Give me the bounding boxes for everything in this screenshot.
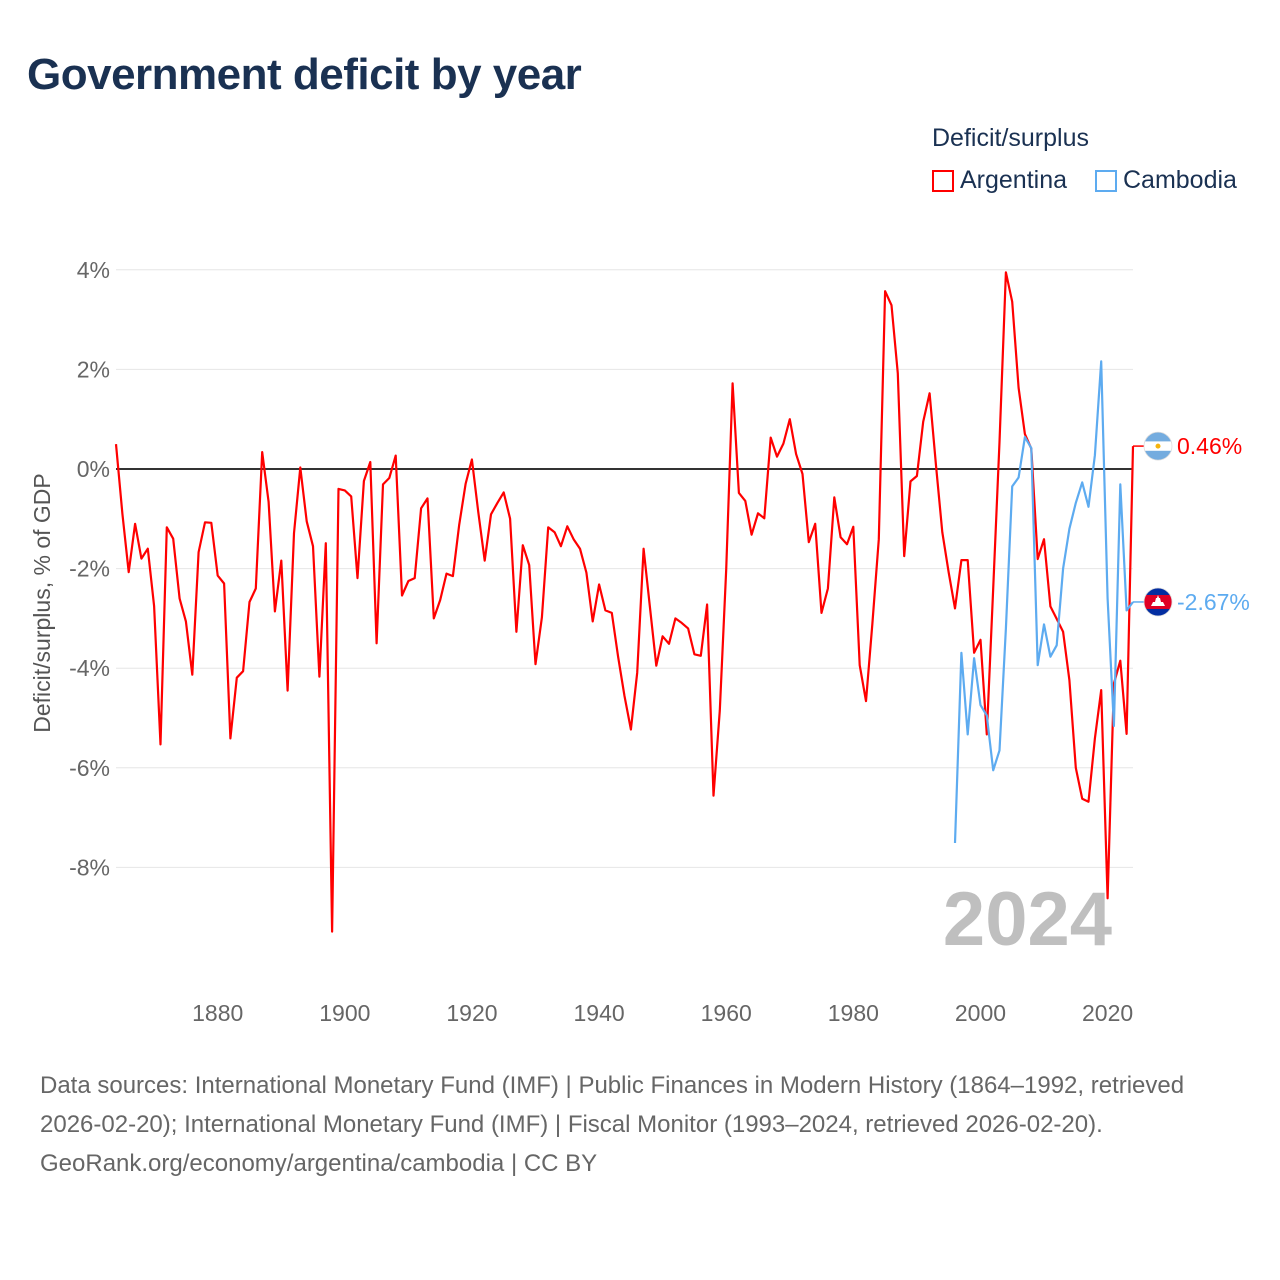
x-tick-label: 1960: [701, 1000, 752, 1026]
x-tick-label: 1880: [192, 1000, 243, 1026]
legend-label-cambodia: Cambodia: [1123, 166, 1237, 194]
legend-item-cambodia[interactable]: Cambodia: [1095, 166, 1237, 195]
x-tick-label: 1900: [319, 1000, 370, 1026]
legend-swatch-argentina: [932, 169, 954, 192]
line-chart: 4% 2% 0% -2% -4% -6% -8% 1880 1900 1920 1940 1960 1…: [29, 257, 1250, 1026]
x-tick-label: 1940: [573, 1000, 624, 1026]
legend-label-argentina: Argentina: [960, 166, 1068, 194]
legend-title: Deficit/surplus: [932, 124, 1089, 152]
x-tick-label: 2020: [1082, 1000, 1133, 1026]
series-line-argentina[interactable]: [114, 271, 1135, 933]
year-watermark: 2024: [943, 877, 1112, 962]
y-tick-label: 4%: [77, 257, 110, 283]
y-axis-title: Deficit/surplus, % of GDP: [29, 473, 55, 732]
legend-item-argentina[interactable]: Argentina: [932, 166, 1067, 195]
x-tick-label: 2000: [955, 1000, 1006, 1026]
credit-link[interactable]: GeoRank.org/economy/argentina/cambodia |…: [40, 1150, 598, 1177]
flag-argentina-icon: [1143, 431, 1173, 461]
y-tick-label: -6%: [69, 755, 110, 781]
chart-title: Government deficit by year: [27, 50, 582, 99]
footer: Data sources: International Monetary Fun…: [40, 1066, 1240, 1183]
end-label-argentina: 0.46%: [1177, 433, 1242, 459]
y-tick-label: 0%: [77, 456, 110, 482]
y-tick-label: -8%: [69, 854, 110, 880]
x-tick-label: 1980: [828, 1000, 879, 1026]
series-line-cambodia[interactable]: [953, 360, 1134, 844]
data-sources: Data sources: International Monetary Fun…: [40, 1072, 1185, 1138]
x-tick-label: 1920: [446, 1000, 497, 1026]
y-tick-label: -2%: [69, 556, 110, 582]
y-tick-label: 2%: [77, 356, 110, 382]
end-label-cambodia: -2.67%: [1177, 589, 1250, 615]
legend-swatch-cambodia: [1095, 169, 1117, 192]
flag-cambodia-icon: [1143, 587, 1173, 617]
y-tick-label: -4%: [69, 655, 110, 681]
